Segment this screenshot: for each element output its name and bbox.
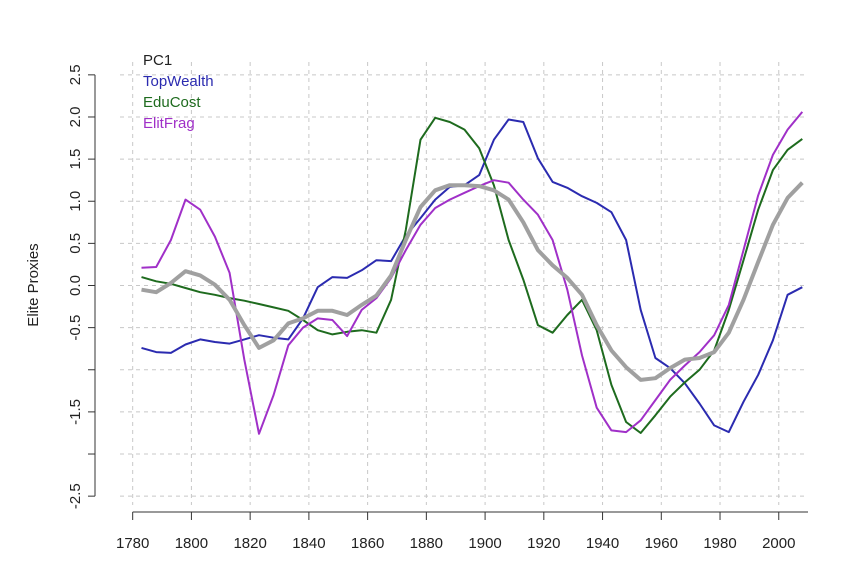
- y-tick-label: -2.5: [67, 483, 84, 509]
- x-tick-label: 1900: [468, 535, 501, 552]
- y-tick-label: 1.5: [67, 149, 84, 170]
- y-tick-label: 2.0: [67, 107, 84, 128]
- x-tick-label: 1940: [586, 535, 619, 552]
- y-tick-label: -0.5: [67, 315, 84, 341]
- legend-entry: ElitFrag: [143, 115, 195, 132]
- x-tick-label: 1980: [703, 535, 736, 552]
- legend-entry: PC1: [143, 52, 172, 69]
- x-tick-label: 1920: [527, 535, 560, 552]
- x-tick-label: 1780: [116, 535, 149, 552]
- series-line: [141, 181, 804, 382]
- y-tick-label: -1.5: [67, 399, 84, 425]
- legend-entry: EduCost: [143, 94, 201, 111]
- y-tick-label: 1.0: [67, 191, 84, 212]
- x-tick-label: 1840: [292, 535, 325, 552]
- y-tick-label: 2.5: [67, 64, 84, 85]
- y-axis-label: Elite Proxies: [25, 243, 42, 326]
- x-tick-label: 1860: [351, 535, 384, 552]
- x-tick-label: 1820: [233, 535, 266, 552]
- series-line: [141, 118, 803, 434]
- x-tick-label: 1880: [410, 535, 443, 552]
- series-line: [141, 116, 803, 434]
- y-tick-label: 0.0: [67, 275, 84, 296]
- y-tick-label: 0.5: [67, 233, 84, 254]
- x-tick-label: 2000: [762, 535, 795, 552]
- x-tick-label: 1960: [645, 535, 678, 552]
- legend-entry: TopWealth: [143, 73, 214, 90]
- x-tick-label: 1800: [175, 535, 208, 552]
- series-line: [141, 111, 804, 435]
